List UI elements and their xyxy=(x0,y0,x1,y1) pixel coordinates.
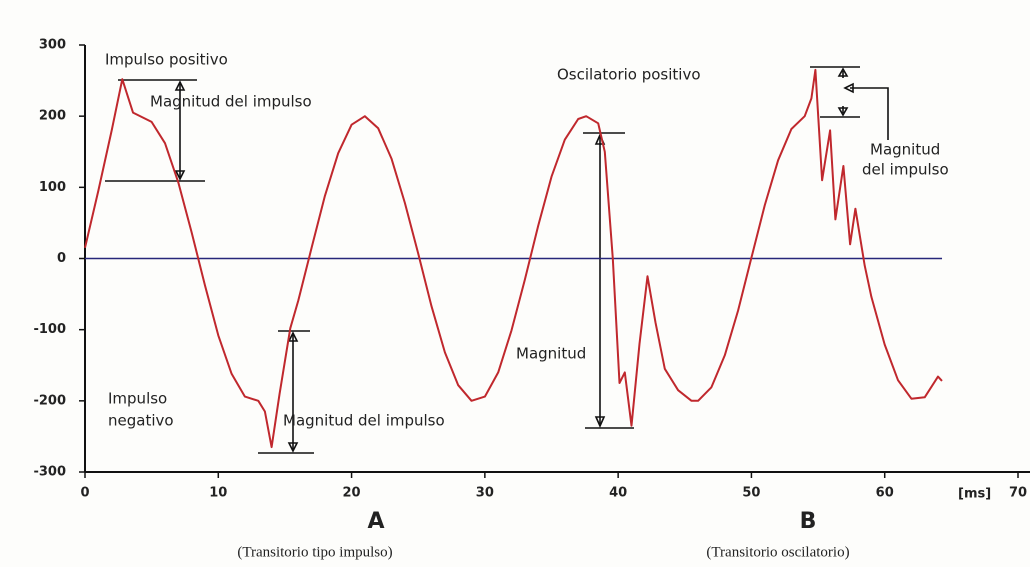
annotation: Magnitud xyxy=(516,345,586,363)
y-tick-label: 100 xyxy=(39,180,66,195)
y-tick-label: 300 xyxy=(39,38,66,53)
annotation-shapes xyxy=(105,66,889,454)
y-tick-label: 0 xyxy=(57,251,66,266)
arrow-head xyxy=(843,82,854,94)
x-tick-label: 40 xyxy=(609,486,627,501)
annotation: negativo xyxy=(108,412,174,430)
x-tick-label: 10 xyxy=(209,486,227,501)
pointer xyxy=(850,87,889,140)
y-tick-label: 200 xyxy=(39,109,66,124)
x-tick-label: 30 xyxy=(476,486,494,501)
annotation: Impulso xyxy=(108,390,167,408)
waveform xyxy=(84,68,943,449)
annotation: Magnitud del impulso xyxy=(150,93,312,111)
x-tick-label: 60 xyxy=(876,486,894,501)
x-tick-label: 70 xyxy=(1009,486,1027,501)
x-tick-label: 0 xyxy=(80,486,89,501)
panel-caption: (Transitorio tipo impulso) xyxy=(237,544,392,560)
panel-label: B xyxy=(800,509,817,534)
annotation: Oscilatorio positivo xyxy=(557,66,701,84)
panel-caption: (Transitorio oscilatorio) xyxy=(706,544,849,560)
panel-label: A xyxy=(367,509,384,534)
y-tick-label: -200 xyxy=(33,393,66,408)
arrow-head xyxy=(837,67,849,117)
x-tick-label: 20 xyxy=(343,486,361,501)
annotation: Magnitud xyxy=(870,141,940,159)
x-tick-label: 50 xyxy=(742,486,760,501)
x-unit: [ms] xyxy=(958,487,991,502)
y-tick-label: -300 xyxy=(33,465,66,480)
annotation: Impulso positivo xyxy=(105,51,228,69)
annotation: del impulso xyxy=(862,161,949,179)
arrow-head xyxy=(287,331,299,453)
arrow-head xyxy=(174,80,186,181)
annotation: Magnitud del impulso xyxy=(283,412,445,430)
y-tick-label: -100 xyxy=(33,322,66,337)
